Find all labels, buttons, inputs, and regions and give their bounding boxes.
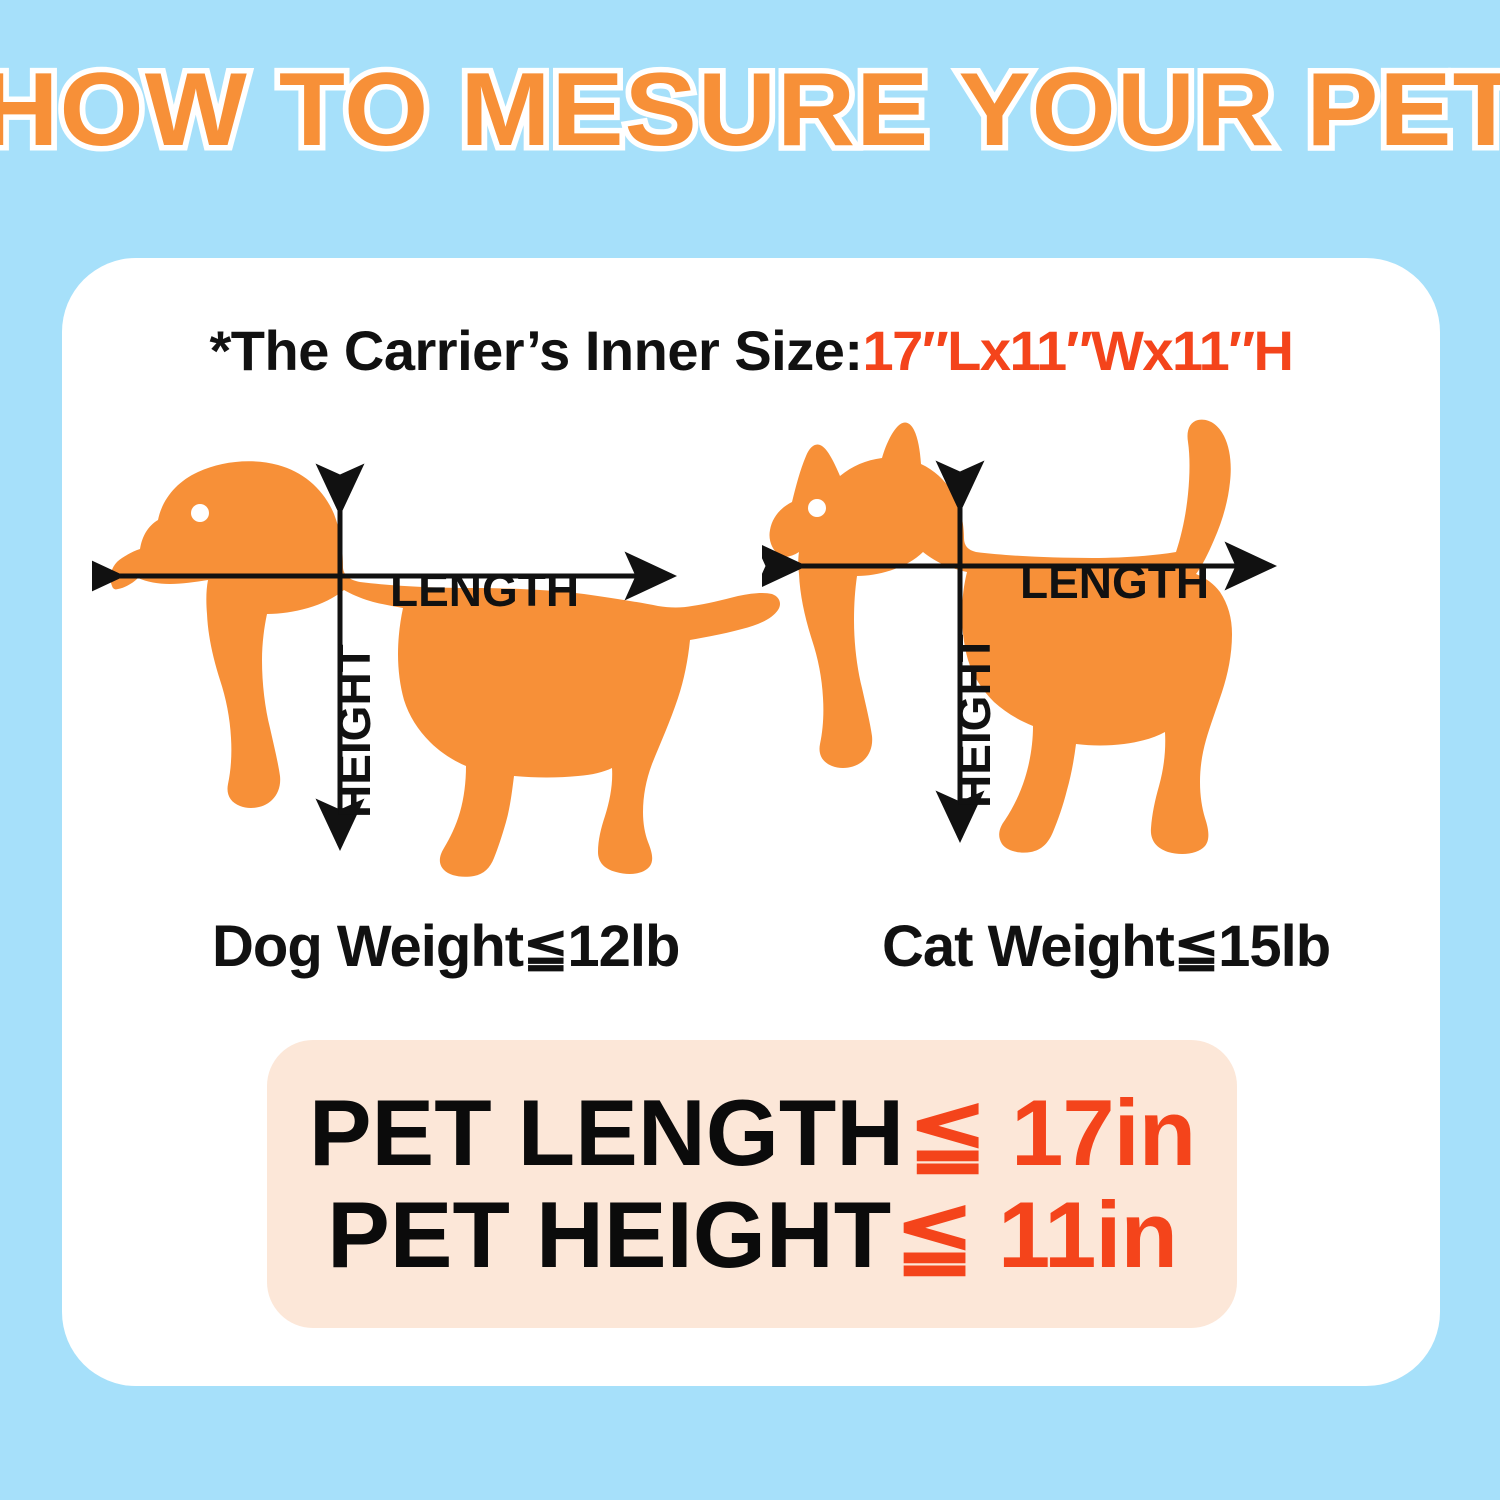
cat-weight-value: 15lb [1218,914,1331,979]
pet-size-limits-panel: PET LENGTH ≦ 17in PET HEIGHT ≦ 11in [267,1040,1237,1328]
carrier-inner-size-label: *The Carrier’s Inner Size: [209,319,864,382]
pet-length-limit-label: PET LENGTH [308,1080,905,1186]
carrier-inner-size-note: *The Carrier’s Inner Size:17″Lx11″Wx11″H [62,318,1440,383]
content-card: *The Carrier’s Inner Size:17″Lx11″Wx11″H [62,258,1440,1386]
dog-weight-caption: Dog Weight≦12lb [212,913,680,980]
cat-length-label: LENGTH [1020,556,1209,608]
dog-weight-subject: Dog Weight [212,914,524,979]
pet-height-limit-row: PET HEIGHT ≦ 11in [327,1182,1178,1287]
cat-weight-operator: ≦ [1173,918,1219,978]
cat-weight-caption: Cat Weight≦15lb [882,913,1331,980]
cat-diagram-svg: LENGTH HEIGHT [754,419,1277,854]
pet-height-limit-label: PET HEIGHT [327,1182,892,1287]
dog-diagram: LENGTH HEIGHT [72,408,792,973]
pet-diagram-group: LENGTH HEIGHT LENGTH HEIGHT [62,408,1440,968]
page-title: HOW TO MESURE YOUR PET [0,52,1500,168]
dog-length-label: LENGTH [390,564,579,616]
cat-height-label: HEIGHT [948,634,1000,808]
cat-diagram: LENGTH HEIGHT [754,408,1402,973]
carrier-inner-size-value: 17″Lx11″Wx11″H [862,319,1294,382]
dog-diagram-svg: LENGTH HEIGHT [72,461,781,877]
pet-length-limit-value: ≦ 17in [908,1080,1196,1186]
cat-silhouette-icon [769,419,1232,854]
dog-weight-value: 12lb [567,914,680,979]
pet-length-limit-row: PET LENGTH ≦ 17in [308,1080,1196,1186]
cat-eye-icon [808,499,826,517]
cat-weight-subject: Cat Weight [882,914,1175,979]
pet-height-limit-value: ≦ 11in [895,1182,1178,1287]
dog-weight-operator: ≦ [523,918,568,978]
dog-height-label: HEIGHT [328,644,380,818]
dog-eye-icon [191,504,209,522]
page-title-banner: HOW TO MESURE YOUR PET [0,52,1500,168]
dog-silhouette-icon [110,461,781,877]
